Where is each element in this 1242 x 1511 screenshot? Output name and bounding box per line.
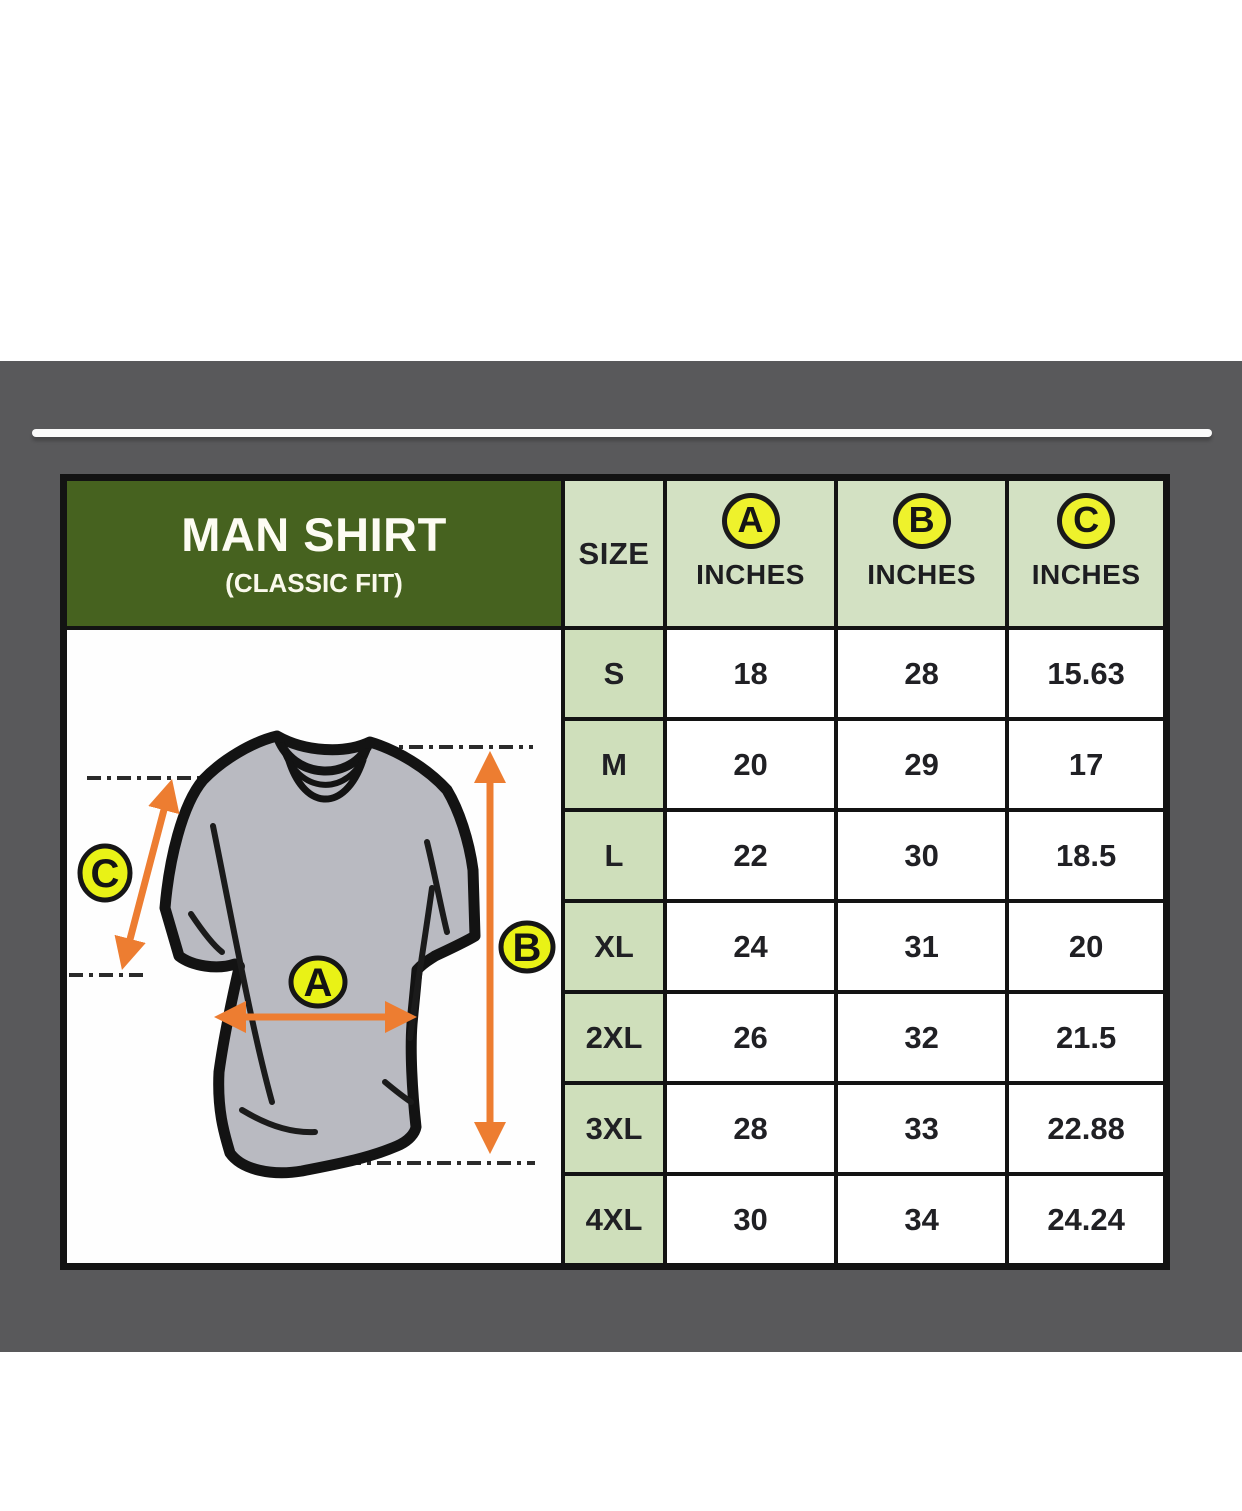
- size-cell: 4XL: [565, 1176, 663, 1263]
- value-cell-b: 30: [838, 812, 1006, 899]
- size-cell: XL: [565, 903, 663, 990]
- column-header-b: B INCHES: [838, 481, 1006, 626]
- size-cell: M: [565, 721, 663, 808]
- tshirt-diagram-panel: C A B: [67, 630, 561, 1263]
- value-cell-b: 32: [838, 994, 1006, 1081]
- column-header-a: A INCHES: [667, 481, 835, 626]
- measure-arrow-c: [114, 778, 180, 971]
- column-b-unit: INCHES: [867, 559, 977, 590]
- size-cell: S: [565, 630, 663, 717]
- badge-a-letter: A: [304, 961, 333, 1005]
- column-b-letter: B: [908, 499, 935, 540]
- badge-c-circle: [77, 843, 133, 903]
- chart-title-panel: MAN SHIRT (CLASSIC FIT): [67, 481, 561, 626]
- size-chart: MAN SHIRT (CLASSIC FIT): [60, 474, 1170, 1270]
- value-cell-a: 20: [667, 721, 835, 808]
- value-cell-a: 30: [667, 1176, 835, 1263]
- chart-title: MAN SHIRT: [181, 508, 447, 561]
- divider-gloss-line: [32, 429, 1212, 437]
- chart-subtitle: (CLASSIC FIT): [225, 568, 403, 598]
- size-cell: 2XL: [565, 994, 663, 1081]
- badge-b-circle: [498, 920, 556, 974]
- measure-arrows: [114, 750, 507, 1155]
- tshirt-diagram: C A B: [69, 730, 556, 1179]
- size-cell: 3XL: [565, 1085, 663, 1172]
- value-cell-c: 15.63: [1009, 630, 1163, 717]
- value-cell-c: 17: [1009, 721, 1163, 808]
- value-cell-b: 31: [838, 903, 1006, 990]
- tshirt-illustration: [159, 730, 481, 1179]
- column-a-badge: A: [721, 493, 780, 549]
- tshirt-collar: [272, 731, 375, 803]
- value-cell-c: 18.5: [1009, 812, 1163, 899]
- badge-a-circle: [288, 955, 348, 1009]
- value-cell-b: 34: [838, 1176, 1006, 1263]
- value-cell-b: 28: [838, 630, 1006, 717]
- column-c-unit: INCHES: [1031, 559, 1141, 590]
- column-b-badge: B: [892, 493, 951, 549]
- size-table: SIZE A INCHES B INCHES C INCHES S 18 28 …: [565, 481, 1163, 1263]
- column-c-badge: C: [1057, 493, 1116, 549]
- measure-badges: C A B: [77, 843, 556, 1009]
- value-cell-c: 20: [1009, 903, 1163, 990]
- value-cell-c: 22.88: [1009, 1085, 1163, 1172]
- column-a-letter: A: [737, 499, 764, 540]
- value-cell-a: 24: [667, 903, 835, 990]
- value-cell-a: 28: [667, 1085, 835, 1172]
- chart-left-panel: MAN SHIRT (CLASSIC FIT): [67, 481, 561, 1263]
- value-cell-c: 24.24: [1009, 1176, 1163, 1263]
- badge-b-letter: B: [513, 926, 542, 970]
- column-c-letter: C: [1073, 499, 1100, 540]
- column-a-unit: INCHES: [696, 559, 805, 590]
- value-cell-a: 22: [667, 812, 835, 899]
- value-cell-b: 29: [838, 721, 1006, 808]
- value-cell-a: 26: [667, 994, 835, 1081]
- tshirt-body: [159, 730, 481, 1179]
- value-cell-b: 33: [838, 1085, 1006, 1172]
- value-cell-c: 21.5: [1009, 994, 1163, 1081]
- column-header-c: C INCHES: [1009, 481, 1163, 626]
- value-cell-a: 18: [667, 630, 835, 717]
- size-cell: L: [565, 812, 663, 899]
- size-column-header: SIZE: [565, 481, 663, 626]
- badge-c-letter: C: [91, 852, 120, 896]
